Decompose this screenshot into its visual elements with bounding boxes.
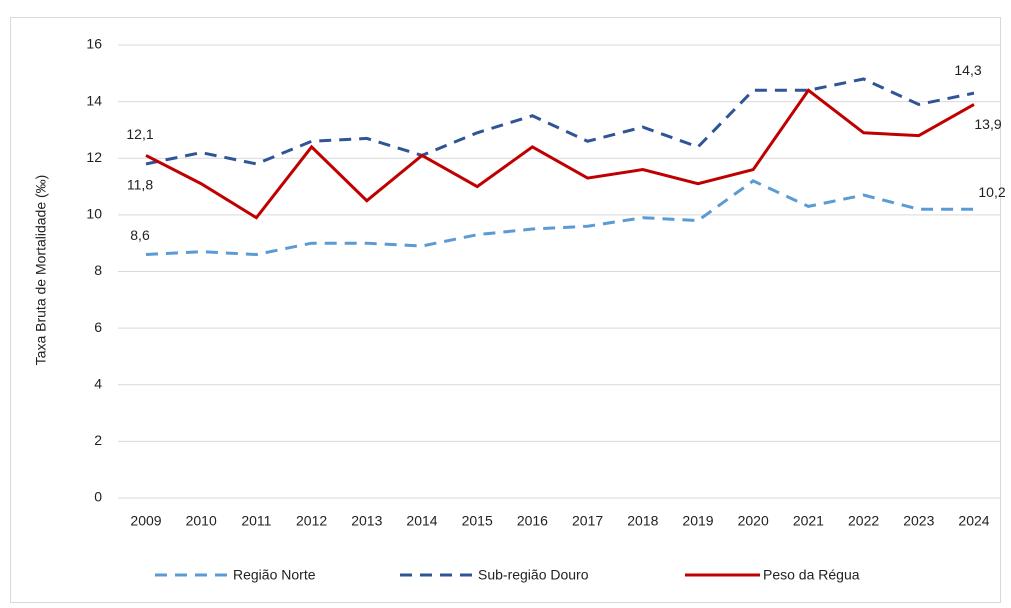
x-tick-label: 2020: [738, 513, 769, 529]
y-tick-label: 4: [94, 375, 102, 391]
series-line: [145, 88, 975, 220]
x-tick-label: 2016: [517, 513, 548, 529]
x-tick-label: 2018: [627, 513, 658, 529]
x-tick-label: 2024: [958, 513, 989, 529]
y-tick-label: 0: [94, 489, 102, 505]
y-axis-title: Taxa Bruta de Mortalidade (‰): [33, 175, 49, 366]
data-label: 11,8: [127, 177, 153, 193]
y-tick-label: 12: [86, 149, 102, 165]
data-label: 8,6: [130, 227, 150, 243]
x-tick-label: 2021: [793, 513, 824, 529]
x-tick-label: 2011: [241, 513, 271, 529]
x-tick-label: 2019: [682, 513, 713, 529]
x-tick-label: 2022: [848, 513, 879, 529]
chart-frame: [10, 17, 1001, 603]
data-label: 13,9: [974, 116, 1001, 132]
x-tick-label: 2015: [462, 513, 493, 529]
x-tick-label: 2010: [186, 513, 217, 529]
data-label: 12,1: [126, 126, 153, 142]
y-tick-label: 16: [86, 36, 102, 52]
x-tick-label: 2014: [406, 513, 437, 529]
x-tick-label: 2013: [351, 513, 382, 529]
x-tick-label: 2017: [572, 513, 603, 529]
series-line: [145, 77, 975, 166]
x-tick-label: 2023: [903, 513, 934, 529]
x-tick-label: 2009: [130, 513, 161, 529]
y-tick-label: 8: [94, 262, 102, 278]
legend-label: Região Norte: [233, 567, 316, 583]
y-tick-label: 2: [94, 432, 102, 448]
y-tick-label: 6: [94, 319, 102, 335]
data-label: 14,3: [954, 62, 981, 78]
y-tick-label: 10: [86, 206, 102, 222]
y-tick-label: 14: [86, 92, 102, 108]
legend-label: Sub-região Douro: [478, 567, 589, 583]
x-tick-label: 2012: [296, 513, 327, 529]
legend-label: Peso da Régua: [763, 567, 860, 583]
data-label: 10,2: [978, 184, 1005, 200]
